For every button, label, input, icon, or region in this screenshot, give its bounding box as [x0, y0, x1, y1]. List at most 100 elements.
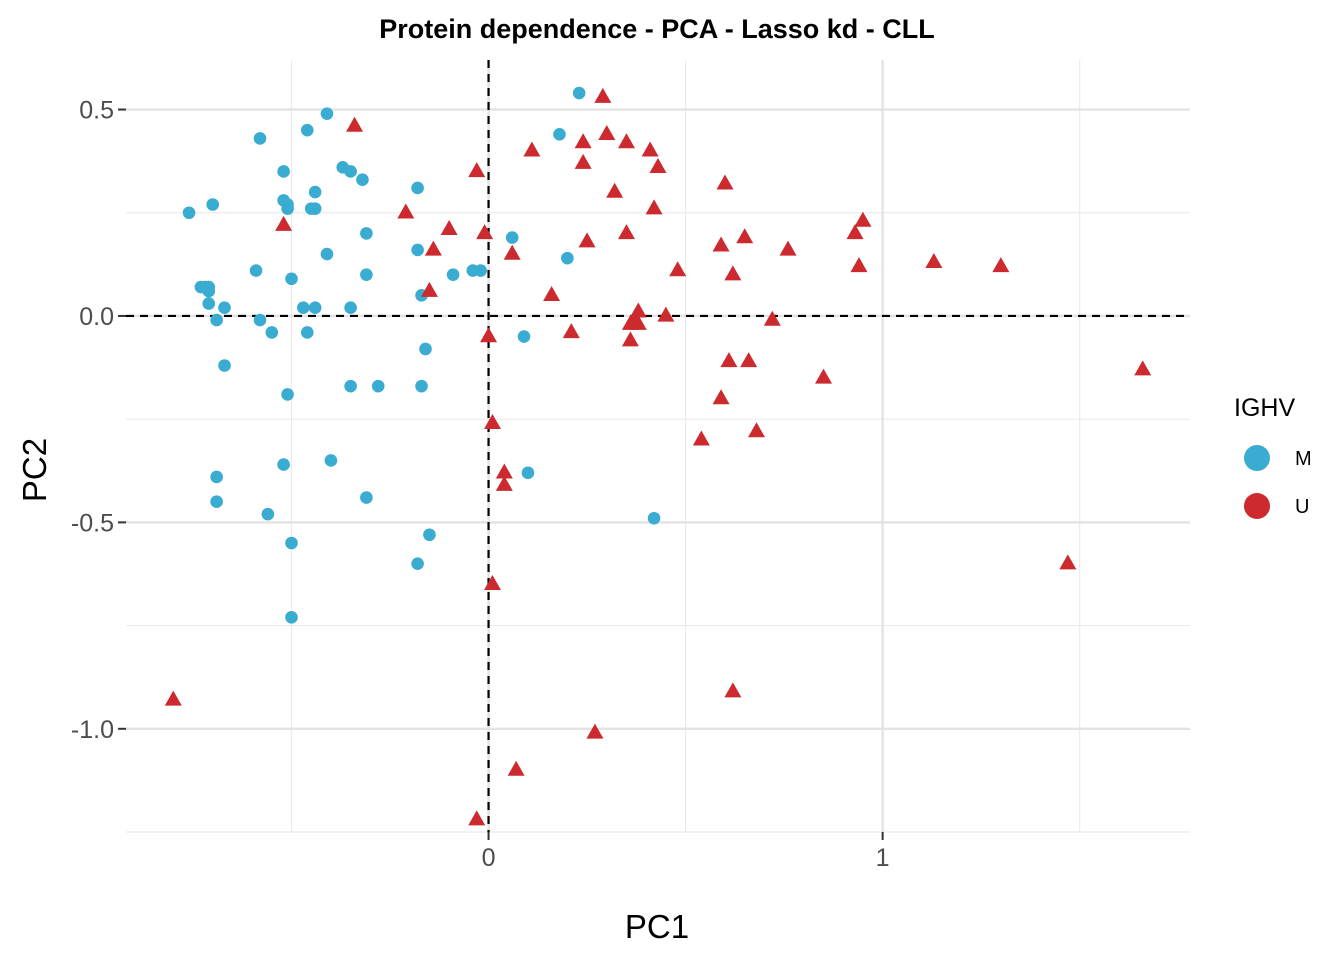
point-m [304, 202, 318, 215]
point-m [308, 185, 322, 199]
point-m [344, 165, 357, 178]
point-m [411, 181, 424, 195]
point-m [320, 247, 334, 261]
point-u [275, 215, 293, 231]
point-m [265, 326, 279, 339]
point-m [505, 231, 519, 244]
point-m [300, 123, 314, 137]
point-u [1134, 360, 1152, 376]
point-m [202, 297, 216, 310]
point-u [468, 162, 486, 178]
point-u [621, 331, 639, 347]
point-m [285, 536, 298, 550]
point-m [521, 466, 535, 480]
point-m [281, 202, 294, 215]
point-u [649, 158, 667, 174]
x-axis-title: PC1 [625, 908, 689, 945]
point-u [480, 327, 498, 343]
point-u [850, 257, 868, 273]
point-m [371, 379, 385, 393]
legend-label-m: M [1295, 448, 1312, 470]
point-m [553, 128, 566, 141]
point-m [253, 132, 267, 145]
point-u [617, 133, 635, 149]
point-m [202, 284, 216, 298]
legend: IGHV M U [1234, 394, 1312, 519]
point-u [645, 199, 663, 215]
point-u [424, 240, 442, 256]
chart-title: Protein dependence - PCA - Lasso kd - CL… [379, 14, 935, 44]
point-u [562, 323, 580, 339]
point-u [736, 228, 754, 244]
point-u [594, 87, 612, 103]
point-m [261, 507, 275, 521]
point-m [360, 491, 373, 504]
point-u [1059, 554, 1077, 570]
point-u [692, 430, 710, 446]
point-u [164, 690, 182, 706]
y-tick-label: -0.5 [71, 509, 114, 537]
y-tick-label: 0.0 [79, 303, 114, 331]
point-u [779, 240, 797, 256]
point-u [657, 306, 675, 322]
point-u [629, 302, 647, 318]
point-m [415, 379, 428, 393]
point-u [669, 261, 687, 277]
y-tick-label: -1.0 [71, 716, 114, 744]
point-u [815, 368, 833, 384]
data-points [164, 86, 1152, 826]
y-axis-title: PC2 [16, 438, 53, 502]
point-u [763, 310, 781, 326]
point-m [300, 326, 314, 339]
y-tick-label: 0.5 [79, 97, 114, 125]
point-m [277, 458, 290, 471]
point-u [712, 389, 730, 405]
point-u [578, 232, 596, 248]
point-m [249, 264, 263, 277]
point-m [572, 86, 586, 100]
legend-key-m [1244, 445, 1270, 471]
legend-key-u [1244, 493, 1270, 519]
point-m [474, 264, 487, 277]
point-m [360, 268, 373, 281]
point-u [598, 125, 616, 141]
point-u [468, 810, 486, 826]
point-m [517, 330, 531, 343]
point-u [724, 265, 742, 281]
point-m [308, 301, 322, 315]
point-u [740, 352, 758, 368]
point-u [507, 760, 525, 776]
point-m [182, 206, 196, 220]
point-u [724, 682, 742, 698]
point-u [606, 182, 624, 198]
point-m [285, 611, 298, 624]
x-tick-label: 0 [482, 844, 496, 872]
point-m [344, 301, 357, 315]
point-m [206, 198, 219, 211]
point-u [617, 224, 635, 240]
point-u [748, 422, 766, 438]
point-m [210, 470, 223, 484]
legend-label-u: U [1295, 496, 1309, 518]
point-m [423, 528, 436, 542]
point-u [641, 141, 659, 157]
point-u [523, 141, 541, 157]
point-m [344, 379, 357, 393]
y-axis-ticks: 0.5 0.0 -0.5 -1.0 [71, 97, 126, 744]
point-u [574, 153, 592, 169]
point-u [629, 314, 647, 330]
point-u [346, 116, 364, 132]
point-u [574, 133, 592, 149]
point-m [210, 495, 223, 509]
point-u [483, 574, 501, 590]
point-u [846, 224, 864, 240]
point-u [712, 236, 730, 252]
point-m [419, 342, 432, 356]
point-u [440, 219, 458, 235]
point-m [297, 301, 310, 315]
point-m [561, 251, 574, 265]
point-u [420, 281, 438, 297]
point-m [281, 388, 294, 401]
point-u [483, 413, 501, 429]
